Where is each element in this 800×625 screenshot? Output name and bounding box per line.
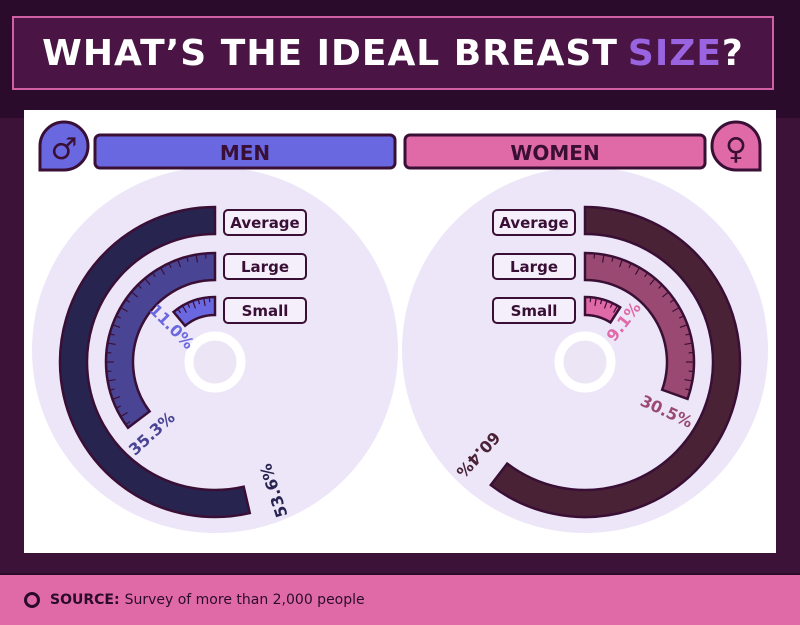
tick-mark <box>125 298 131 303</box>
arc-large <box>583 251 696 401</box>
tick-mark <box>107 378 116 382</box>
tick-mark <box>685 388 691 391</box>
label-box-average <box>492 209 576 236</box>
tick-mark <box>112 395 121 400</box>
tick-mark <box>611 256 614 262</box>
source-label: SOURCE: <box>50 592 120 608</box>
center-ring <box>554 331 616 393</box>
tick-mark <box>120 411 128 418</box>
tick-mark <box>109 333 115 336</box>
tick-mark <box>618 259 623 268</box>
label-average: Average <box>230 214 299 232</box>
tick-mark <box>131 291 139 298</box>
tick-mark <box>634 267 641 275</box>
tick-mark <box>679 315 685 319</box>
tick-mark <box>177 308 182 314</box>
tick-mark <box>115 405 121 409</box>
tick-mark <box>601 254 605 263</box>
label-box-large <box>223 253 307 280</box>
tick-mark <box>679 324 688 329</box>
tick-mark <box>594 297 597 306</box>
title-text: WHAT’S THE IDEAL BREAST <box>42 32 618 74</box>
tick-mark <box>186 256 189 262</box>
tick-mark <box>672 306 680 313</box>
tick-mark <box>612 305 619 313</box>
tick-mark <box>661 291 669 298</box>
tick-mark <box>109 388 115 391</box>
bullet-icon <box>24 592 40 608</box>
tick-mark <box>649 278 656 286</box>
female-symbol-badge <box>710 120 762 172</box>
header-label: WOMEN <box>510 141 599 165</box>
label-box-small <box>492 297 576 324</box>
tick-mark <box>203 297 206 306</box>
label-small: Small <box>511 302 558 320</box>
header-bar <box>403 133 707 170</box>
tick-mark <box>685 333 691 336</box>
tick-mark <box>186 302 191 308</box>
male-symbol-icon: ♂ <box>51 132 78 167</box>
tick-mark <box>181 305 188 313</box>
tick-mark <box>603 300 608 309</box>
tick-mark <box>115 315 121 319</box>
tick-mark <box>107 342 116 346</box>
tick-mark <box>125 421 131 426</box>
source-text: Survey of more than 2,000 people <box>124 592 365 608</box>
arc-average <box>58 205 252 519</box>
tick-mark <box>669 298 675 303</box>
tick-mark <box>112 324 121 329</box>
tick-mark <box>151 272 156 278</box>
female-symbol-icon: ♀ <box>725 132 747 167</box>
tick-mark <box>159 267 166 275</box>
tick-mark <box>137 284 142 289</box>
tick-mark <box>192 300 197 309</box>
label-average: Average <box>499 214 568 232</box>
label-box-large <box>492 253 576 280</box>
center-ring <box>184 331 246 393</box>
tick-mark <box>197 299 201 305</box>
tick-mark <box>195 254 199 263</box>
male-symbol-badge <box>38 120 90 172</box>
label-large: Large <box>510 258 558 276</box>
arc-average <box>489 205 742 519</box>
tick-mark <box>120 306 128 313</box>
tick-mark <box>599 299 603 305</box>
label-large: Large <box>241 258 289 276</box>
tick-mark <box>609 302 614 308</box>
label-box-average <box>223 209 307 236</box>
page-title: WHAT’S THE IDEAL BREAST SIZE? <box>12 16 774 90</box>
header-bar <box>93 133 397 170</box>
tick-mark <box>644 272 649 278</box>
tick-mark <box>144 278 151 286</box>
label-small: Small <box>242 302 289 320</box>
tick-mark <box>177 259 182 268</box>
label-box-small <box>223 297 307 324</box>
header-label: MEN <box>220 141 270 165</box>
title-end: ? <box>721 32 744 74</box>
tick-mark <box>684 378 693 382</box>
title-highlight: SIZE <box>627 32 722 74</box>
tick-mark <box>168 262 172 268</box>
tick-mark <box>658 284 663 289</box>
tick-mark <box>628 262 632 268</box>
tick-mark <box>684 342 693 346</box>
source-footer: SOURCE: Survey of more than 2,000 people <box>0 575 800 625</box>
